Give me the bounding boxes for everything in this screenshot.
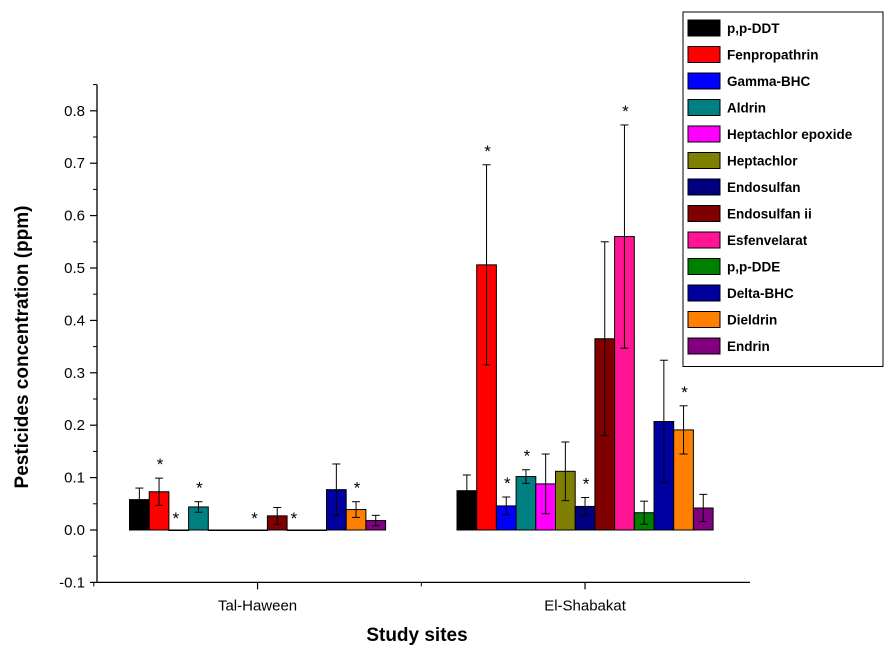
legend-swatch-p-p-ddt (687, 19, 721, 37)
y-tick-label: 0.1 (64, 470, 85, 487)
significance-star: * (172, 509, 179, 528)
significance-star: * (196, 479, 203, 498)
legend-swatch-aldrin (687, 99, 721, 116)
legend-label-heptachlor: Heptachlor (727, 154, 798, 169)
bar-esfenvelarat-0 (286, 529, 308, 531)
legend-swatch-p-p-dde (687, 258, 721, 275)
significance-star: * (484, 142, 491, 161)
bar-gamma-bhc-0 (168, 529, 190, 531)
y-tick-label: -0.1 (59, 574, 85, 591)
legend-label-aldrin: Aldrin (727, 101, 766, 116)
x-tick-label: Tal-Haween (218, 597, 297, 614)
y-tick-label: 0.2 (64, 417, 85, 434)
y-tick-label: 0.8 (64, 103, 85, 120)
y-tick-label: 0.7 (64, 155, 85, 172)
legend-swatch-gamma-bhc (687, 72, 721, 90)
y-tick-label: 0.3 (64, 365, 85, 382)
legend-swatch-endrin (687, 337, 721, 355)
y-tick-label: 0.6 (64, 208, 85, 225)
legend-label-p-p-dde: p,p-DDE (727, 260, 780, 275)
legend-label-endosulfan-ii: Endosulfan ii (727, 207, 812, 222)
legend-label-delta-bhc: Delta-BHC (727, 286, 794, 301)
legend-label-heptachlor-epoxide: Heptachlor epoxide (727, 127, 853, 142)
legend-label-p-p-ddt: p,p-DDT (727, 21, 780, 36)
legend-swatch-endosulfan (687, 178, 721, 196)
bar-p-p-dde-0 (306, 529, 327, 531)
significance-star: * (251, 509, 258, 528)
legend-swatch-fenpropathrin (687, 46, 721, 63)
x-tick-label: El-Shabakat (544, 597, 627, 614)
legend-label-endrin: Endrin (727, 339, 770, 354)
axes-layer: -0.1 0.0 0.1 0.2 0.3 0.4 0.5 0.6 0.7 0.8 Tal-Hawee… (59, 84, 750, 614)
significance-star: * (157, 455, 164, 474)
y-tick-label: 0.5 (64, 260, 85, 277)
legend-label-fenpropathrin: Fenpropathrin (727, 48, 819, 63)
y-tick-label: 0.0 (64, 522, 85, 539)
legend-swatch-delta-bhc (687, 284, 721, 302)
x-axis-title: Study sites (366, 625, 467, 646)
legend-swatch-heptachlor-epoxide (687, 125, 721, 143)
y-axis-title: Pesticides concentration (ppm) (12, 206, 33, 489)
legend-swatch-heptachlor (687, 152, 721, 169)
legend-label-endosulfan: Endosulfan (727, 180, 801, 195)
legend-swatch-dieldrin (687, 311, 721, 328)
significance-star: * (504, 474, 511, 493)
legend-swatch-endosulfan-ii (687, 205, 721, 222)
legend: p,p-DDT Fenpropathrin Gamma-BHC Aldrin Hepta… (682, 11, 884, 367)
significance-star: * (291, 509, 298, 528)
significance-star: * (583, 475, 590, 494)
legend-swatch-esfenvelarat (687, 231, 721, 249)
legend-label-gamma-bhc: Gamma-BHC (727, 74, 811, 89)
bar-heptachlor-0 (227, 529, 249, 531)
bar-aldrin-1 (515, 476, 537, 531)
legend-label-dieldrin: Dieldrin (727, 313, 777, 328)
y-tick-label: 0.4 (64, 312, 85, 329)
significance-star: * (681, 383, 688, 402)
significance-star: * (524, 447, 531, 466)
legend-label-esfenvelarat: Esfenvelarat (727, 233, 808, 248)
bar-heptachlor-epoxide-0 (207, 529, 229, 531)
bars-layer: * * * * * * * * * * * * (129, 102, 714, 531)
significance-star: * (354, 479, 361, 498)
significance-star: * (622, 102, 629, 121)
bar-endosulfan-0 (247, 529, 268, 531)
